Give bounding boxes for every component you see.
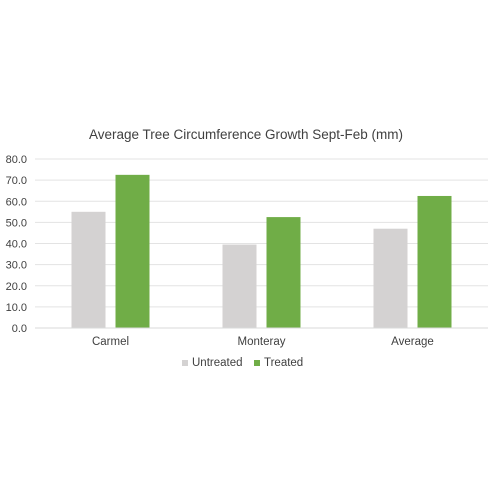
legend-label-treated: Treated (264, 357, 303, 369)
x-category-label: Carmel (92, 336, 129, 348)
bar-treated-carmel (115, 174, 150, 328)
y-tick-label: 10.0 (6, 302, 27, 314)
x-axis-ticks: Carmel Monteray Average (92, 336, 434, 348)
y-tick-label: 0.0 (12, 323, 27, 335)
y-axis-ticks: 0.0 10.0 20.0 30.0 40.0 50.0 60.0 70.0 80.0 (6, 154, 27, 335)
x-category-label: Monteray (238, 336, 286, 348)
y-tick-label: 60.0 (6, 196, 27, 208)
chart-title: Average Tree Circumference Growth Sept-F… (89, 127, 403, 142)
y-tick-label: 30.0 (6, 260, 27, 272)
bar-untreated-carmel (71, 211, 106, 328)
legend-swatch-untreated (182, 360, 188, 366)
legend-swatch-treated (254, 360, 260, 366)
bar-treated-monteray (266, 217, 301, 328)
legend-label-untreated: Untreated (192, 357, 243, 369)
y-tick-label: 70.0 (6, 175, 27, 187)
y-tick-label: 20.0 (6, 281, 27, 293)
y-tick-label: 40.0 (6, 239, 27, 251)
y-tick-label: 50.0 (6, 217, 27, 229)
bar-untreated-monteray (222, 244, 257, 328)
y-tick-label: 80.0 (6, 154, 27, 166)
gridlines (35, 158, 488, 308)
bar-treated-average (417, 195, 452, 328)
bars (71, 174, 452, 328)
legend: Untreated Treated (182, 357, 303, 369)
x-category-label: Average (391, 336, 434, 348)
bar-untreated-average (373, 228, 408, 328)
